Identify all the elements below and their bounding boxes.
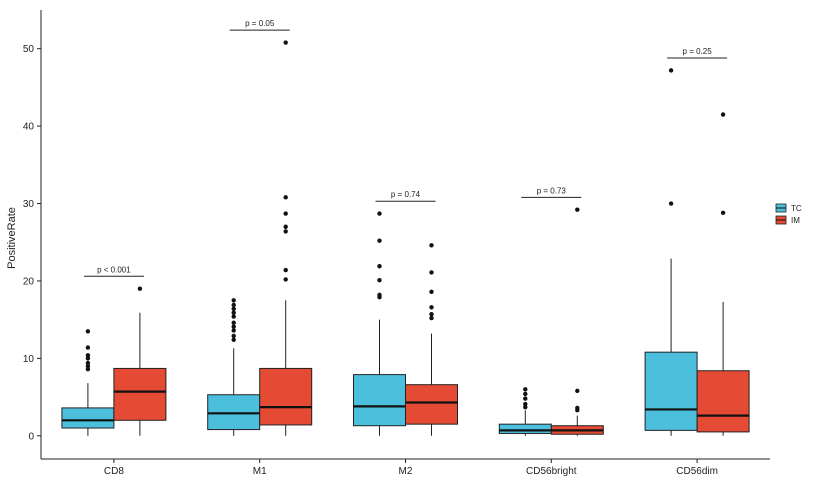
outlier-point	[137, 286, 143, 291]
x-tick-label: CD8	[104, 466, 124, 477]
outlier-point	[523, 387, 528, 392]
outlier-point	[231, 333, 236, 339]
y-tick-label: 10	[23, 354, 35, 365]
x-tick-label: CD56dim	[676, 466, 718, 477]
outlier-point	[668, 201, 674, 206]
box-TC-CD8	[61, 329, 115, 436]
outlier-point	[85, 360, 91, 366]
outlier-point	[85, 356, 91, 361]
annotation-label: p = 0.25	[683, 47, 713, 56]
outlier-point	[720, 210, 726, 216]
outlier-point	[283, 229, 288, 234]
outlier-point	[231, 298, 236, 303]
box-body	[498, 423, 552, 434]
y-tick-label: 20	[23, 276, 35, 287]
annotation-label: p = 0.73	[537, 186, 567, 195]
annotation-label: p = 0.74	[391, 190, 421, 199]
box-TC-CD56dim	[644, 68, 698, 436]
x-tick-label: CD56bright	[526, 466, 577, 477]
y-axis-label: PositiveRate	[6, 207, 18, 269]
outlier-point	[283, 267, 288, 273]
outlier-point	[377, 211, 382, 216]
outlier-point	[85, 363, 91, 369]
box-TC-M2	[353, 211, 406, 436]
box-body	[405, 384, 458, 425]
y-tick-label: 40	[23, 122, 35, 133]
outlier-point	[85, 329, 91, 334]
outlier-point	[231, 310, 236, 315]
box-IM-CD8	[113, 286, 167, 436]
outlier-point	[85, 345, 91, 350]
box-body	[353, 374, 406, 427]
boxes	[61, 40, 750, 436]
annotation-CD8: p < 0.001	[83, 265, 144, 277]
outlier-point	[85, 367, 91, 372]
outlier-point	[429, 270, 434, 275]
outlier-point	[429, 305, 434, 310]
box-TC-M1	[207, 298, 261, 436]
box-body	[61, 407, 115, 429]
annotation-label: p < 0.001	[97, 265, 131, 274]
outlier-point	[720, 112, 726, 117]
p-value-annotations: p < 0.001 p = 0.05 p = 0.74 p = 0.73 p = 0.2…	[83, 19, 728, 277]
outlier-point	[231, 302, 236, 308]
box-TC-CD56bright	[498, 387, 552, 436]
outlier-point	[283, 211, 288, 216]
outlier-point	[429, 243, 434, 248]
outlier-point	[575, 388, 580, 394]
outlier-point	[231, 324, 236, 329]
outlier-point	[231, 328, 236, 333]
outlier-point	[523, 391, 528, 397]
box-body	[696, 370, 750, 433]
box-IM-M2	[405, 243, 458, 436]
box-body	[644, 351, 698, 431]
annotation-label: p = 0.05	[245, 19, 275, 28]
outlier-point	[377, 264, 382, 269]
outlier-point	[85, 353, 91, 358]
outlier-point	[523, 404, 528, 410]
outlier-point	[668, 68, 674, 73]
outlier-point	[377, 238, 382, 243]
outlier-point	[231, 306, 236, 312]
outlier-point	[523, 401, 528, 407]
outlier-point	[231, 320, 236, 325]
annotation-CD56bright: p = 0.73	[521, 186, 582, 198]
annotation-CD56dim: p = 0.25	[667, 47, 728, 59]
x-axis: CD8 M1 M2 CD56bright CD56dim	[41, 458, 770, 477]
y-tick-label: 0	[28, 431, 34, 442]
outlier-point	[575, 405, 580, 411]
y-axis: 0 10 20 30 40 50	[23, 10, 42, 459]
box-IM-CD56bright	[550, 207, 604, 436]
box-body	[207, 394, 261, 431]
x-tick-label: M2	[399, 466, 413, 477]
box-body	[113, 367, 167, 421]
annotation-M1: p = 0.05	[229, 19, 290, 31]
outlier-point	[283, 224, 288, 229]
box-IM-CD56dim	[696, 112, 750, 436]
outlier-point	[283, 40, 288, 45]
legend-label-IM: IM	[791, 216, 800, 225]
outlier-point	[523, 396, 528, 401]
y-tick-label: 30	[23, 199, 35, 210]
outlier-point	[283, 277, 288, 282]
outlier-point	[429, 315, 434, 321]
y-tick-label: 50	[23, 44, 35, 55]
annotation-M2: p = 0.74	[375, 190, 436, 202]
legend-label-TC: TC	[791, 204, 802, 213]
outlier-point	[377, 277, 382, 283]
outlier-point	[283, 195, 288, 200]
outlier-point	[429, 312, 434, 317]
box-IM-M1	[259, 40, 313, 436]
outlier-point	[575, 207, 580, 212]
outlier-point	[377, 292, 382, 298]
x-tick-label: M1	[253, 466, 267, 477]
legend: TC IM	[775, 203, 802, 225]
outlier-point	[231, 314, 236, 319]
outlier-point	[429, 289, 434, 294]
box-body	[259, 367, 313, 426]
outlier-point	[231, 337, 236, 342]
